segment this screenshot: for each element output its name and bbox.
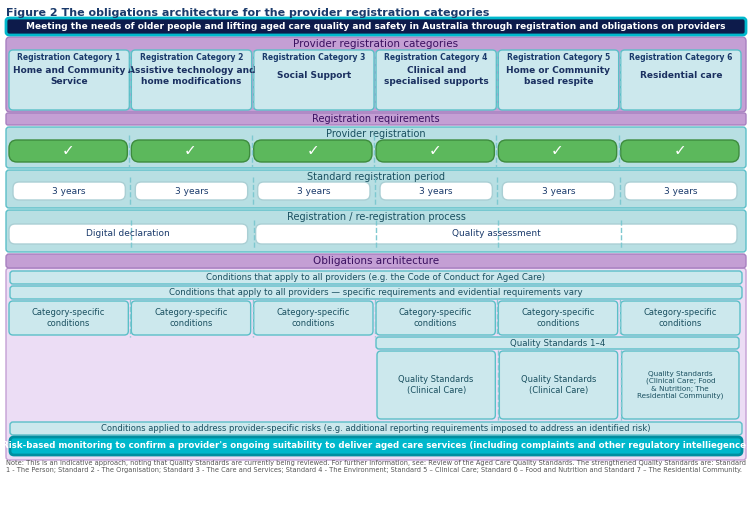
- Text: Quality assessment: Quality assessment: [452, 229, 541, 239]
- Text: 3 years: 3 years: [541, 186, 575, 196]
- Text: Standard registration period: Standard registration period: [307, 172, 445, 182]
- Text: ✓: ✓: [62, 143, 74, 158]
- FancyBboxPatch shape: [10, 437, 742, 455]
- Text: Category-specific
conditions: Category-specific conditions: [277, 308, 350, 327]
- FancyBboxPatch shape: [10, 286, 742, 299]
- FancyBboxPatch shape: [9, 224, 247, 244]
- FancyBboxPatch shape: [132, 301, 250, 335]
- Text: 3 years: 3 years: [420, 186, 453, 196]
- Text: Social Support: Social Support: [277, 72, 351, 80]
- FancyBboxPatch shape: [499, 140, 617, 162]
- Text: Conditions applied to address provider-specific risks (e.g. additional reporting: Conditions applied to address provider-s…: [102, 424, 650, 433]
- FancyBboxPatch shape: [135, 182, 247, 200]
- Text: ✓: ✓: [184, 143, 197, 158]
- FancyBboxPatch shape: [502, 182, 614, 200]
- FancyBboxPatch shape: [625, 182, 737, 200]
- Text: Home and Community
Service: Home and Community Service: [13, 66, 126, 86]
- Text: Category-specific
conditions: Category-specific conditions: [399, 308, 472, 327]
- FancyBboxPatch shape: [620, 301, 740, 335]
- Text: Category-specific
conditions: Category-specific conditions: [644, 308, 717, 327]
- FancyBboxPatch shape: [256, 224, 737, 244]
- FancyBboxPatch shape: [132, 140, 250, 162]
- Text: ✓: ✓: [429, 143, 441, 158]
- Text: 3 years: 3 years: [297, 186, 331, 196]
- Text: Provider registration: Provider registration: [326, 129, 426, 139]
- FancyBboxPatch shape: [132, 50, 252, 110]
- Text: Quality Standards
(Clinical Care): Quality Standards (Clinical Care): [521, 375, 596, 395]
- Text: Category-specific
conditions: Category-specific conditions: [32, 308, 105, 327]
- Text: Category-specific
conditions: Category-specific conditions: [154, 308, 228, 327]
- Text: 3 years: 3 years: [664, 186, 698, 196]
- Text: Provider registration categories: Provider registration categories: [293, 39, 459, 49]
- Text: Obligations architecture: Obligations architecture: [313, 256, 439, 266]
- Text: Meeting the needs of older people and lifting aged care quality and safety in Au: Meeting the needs of older people and li…: [26, 22, 726, 31]
- Text: Category-specific
conditions: Category-specific conditions: [521, 308, 595, 327]
- FancyBboxPatch shape: [10, 422, 742, 435]
- FancyBboxPatch shape: [6, 113, 746, 125]
- FancyBboxPatch shape: [9, 50, 129, 110]
- Text: Registration Category 6: Registration Category 6: [629, 53, 732, 62]
- Text: Conditions that apply to all providers — specific requirements and evidential re: Conditions that apply to all providers —…: [169, 288, 583, 297]
- Text: ✓: ✓: [674, 143, 687, 158]
- Text: Assistive technology and
home modifications: Assistive technology and home modificati…: [128, 66, 255, 86]
- FancyBboxPatch shape: [377, 351, 496, 419]
- Text: 3 years: 3 years: [174, 186, 208, 196]
- Text: Quality Standards
(Clinical Care): Quality Standards (Clinical Care): [399, 375, 474, 395]
- FancyBboxPatch shape: [380, 182, 493, 200]
- FancyBboxPatch shape: [9, 301, 129, 335]
- FancyBboxPatch shape: [622, 351, 739, 419]
- Text: Clinical and
specialised supports: Clinical and specialised supports: [384, 66, 489, 86]
- Text: Note: This is an indicative approach, noting that Quality Standards are currentl: Note: This is an indicative approach, no…: [6, 460, 746, 473]
- FancyBboxPatch shape: [6, 37, 746, 112]
- FancyBboxPatch shape: [9, 140, 127, 162]
- Text: Registration Category 5: Registration Category 5: [507, 53, 610, 62]
- FancyBboxPatch shape: [6, 268, 746, 460]
- Text: Home or Community
based respite: Home or Community based respite: [507, 66, 611, 86]
- FancyBboxPatch shape: [13, 182, 126, 200]
- Text: Digital declaration: Digital declaration: [86, 229, 170, 239]
- FancyBboxPatch shape: [376, 301, 496, 335]
- Text: Figure 2 The obligations architecture for the provider registration categories: Figure 2 The obligations architecture fo…: [6, 8, 490, 18]
- FancyBboxPatch shape: [620, 50, 741, 110]
- FancyBboxPatch shape: [376, 140, 494, 162]
- FancyBboxPatch shape: [499, 50, 619, 110]
- FancyBboxPatch shape: [6, 254, 746, 268]
- FancyBboxPatch shape: [6, 170, 746, 208]
- FancyBboxPatch shape: [10, 271, 742, 284]
- FancyBboxPatch shape: [253, 140, 372, 162]
- FancyBboxPatch shape: [499, 351, 617, 419]
- Text: Residential care: Residential care: [640, 72, 722, 80]
- FancyBboxPatch shape: [6, 127, 746, 168]
- Text: ✓: ✓: [307, 143, 319, 158]
- FancyBboxPatch shape: [376, 50, 496, 110]
- Text: Quality Standards
(Clinical Care; Food
& Nutrition; The
Residential Community): Quality Standards (Clinical Care; Food &…: [637, 371, 723, 399]
- Text: Registration / re-registration process: Registration / re-registration process: [287, 212, 465, 222]
- Text: Conditions that apply to all providers (e.g. the Code of Conduct for Aged Care): Conditions that apply to all providers (…: [207, 273, 545, 282]
- FancyBboxPatch shape: [376, 337, 739, 349]
- Text: Registration requirements: Registration requirements: [312, 114, 440, 124]
- Text: Registration Category 3: Registration Category 3: [262, 53, 365, 62]
- FancyBboxPatch shape: [253, 50, 374, 110]
- Text: Registration Category 1: Registration Category 1: [17, 53, 121, 62]
- FancyBboxPatch shape: [258, 182, 370, 200]
- FancyBboxPatch shape: [6, 210, 746, 252]
- Text: Registration Category 4: Registration Category 4: [384, 53, 488, 62]
- Text: ✓: ✓: [551, 143, 564, 158]
- FancyBboxPatch shape: [620, 140, 739, 162]
- FancyBboxPatch shape: [499, 301, 617, 335]
- FancyBboxPatch shape: [253, 301, 373, 335]
- Text: Quality Standards 1–4: Quality Standards 1–4: [510, 338, 605, 348]
- Text: 3 years: 3 years: [53, 186, 86, 196]
- Text: Risk-based monitoring to confirm a provider's ongoing suitability to deliver age: Risk-based monitoring to confirm a provi…: [2, 442, 750, 450]
- FancyBboxPatch shape: [6, 18, 746, 35]
- Text: Registration Category 2: Registration Category 2: [140, 53, 243, 62]
